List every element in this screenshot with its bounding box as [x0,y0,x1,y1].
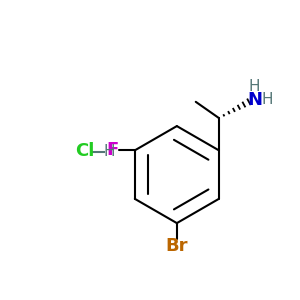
Text: Cl: Cl [75,142,94,160]
Text: H: H [103,144,115,159]
Text: N: N [247,91,262,109]
Text: H: H [249,79,260,94]
Text: H: H [261,92,273,107]
Text: F: F [107,141,119,159]
Text: Br: Br [166,237,188,255]
